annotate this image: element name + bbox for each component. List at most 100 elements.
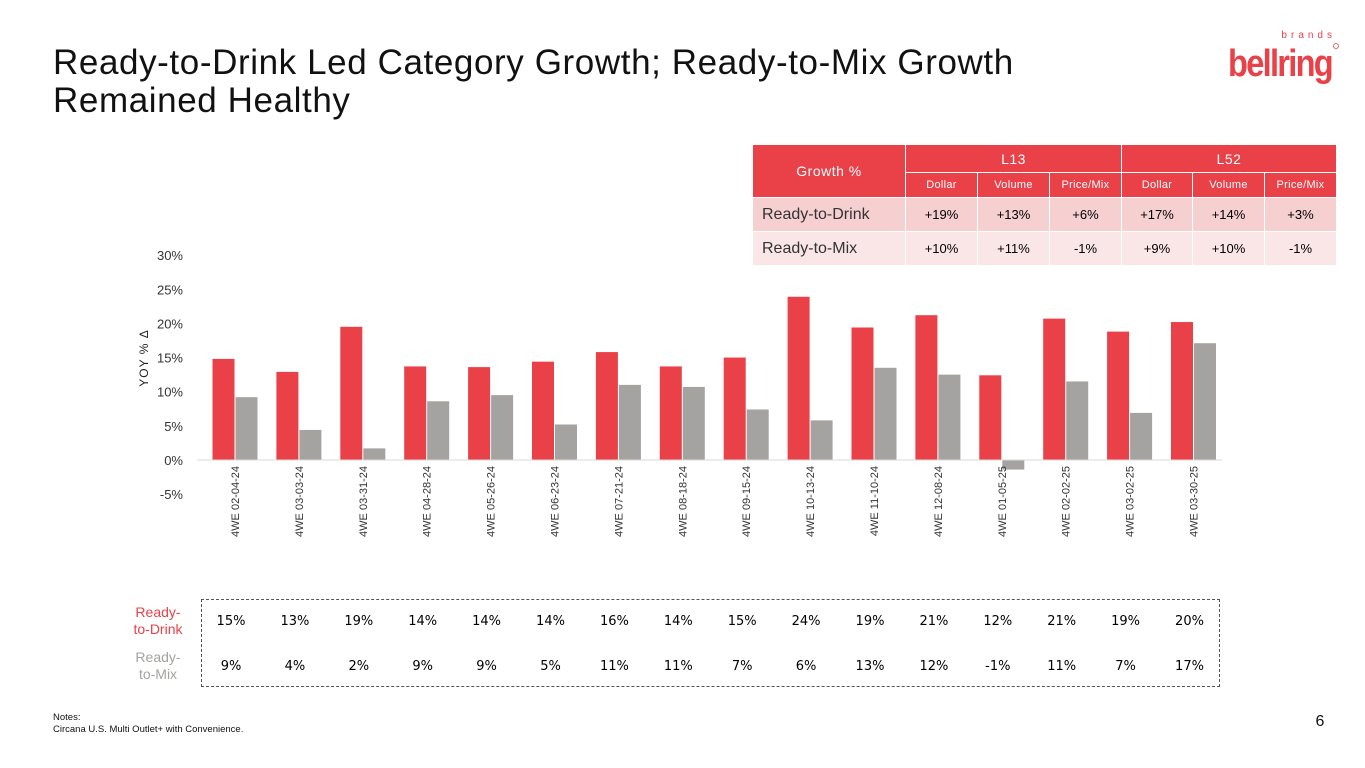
bar-ready-to-drink — [723, 357, 746, 460]
table-row: Ready-to-Mix +10% +11% -1% +9% +10% -1% — [752, 231, 1337, 266]
data-label-ready-to-mix: 2% — [348, 659, 370, 674]
x-tick-label: 4WE 06-23-24 — [550, 466, 562, 537]
bar-ready-to-drink — [404, 366, 427, 460]
table-cell: -1% — [1049, 231, 1122, 266]
x-tick-label: 4WE 03-31-24 — [358, 466, 370, 537]
bar-ready-to-drink — [659, 366, 682, 460]
data-label-ready-to-drink: 19% — [855, 614, 885, 629]
table-cell: +9% — [1121, 231, 1193, 266]
x-tick-label: 4WE 03-03-24 — [294, 466, 306, 537]
data-label-ready-to-mix: 11% — [599, 659, 629, 674]
legend-rtm-line-2: to-Mix — [138, 666, 178, 682]
growth-table: Growth % L13 L52 Dollar Volume Price/Mix… — [752, 144, 1337, 266]
page-number: 6 — [1315, 713, 1325, 730]
bar-ready-to-drink — [340, 326, 363, 460]
data-label-ready-to-mix: 7% — [1115, 659, 1136, 674]
bar-ready-to-drink — [851, 327, 874, 460]
bar-ready-to-drink — [212, 358, 235, 460]
data-label-ready-to-mix: 4% — [284, 659, 306, 674]
page-title-line-2: Remained Healthy — [53, 81, 351, 120]
x-tick-label: 4WE 01-05-25 — [997, 466, 1009, 537]
registered-mark-icon — [1333, 43, 1339, 49]
subheader-cell: Dollar — [905, 172, 978, 198]
data-label-ready-to-mix: 9% — [220, 659, 242, 674]
x-tick-label: 4WE 02-04-24 — [230, 466, 242, 537]
bar-ready-to-mix — [1130, 412, 1153, 460]
table-cell: +11% — [977, 231, 1050, 266]
bar-ready-to-drink — [1043, 318, 1066, 460]
row-label: Ready-to-Mix — [752, 231, 906, 266]
data-label-ready-to-drink: 19% — [1111, 614, 1141, 629]
bar-ready-to-mix — [363, 448, 386, 460]
data-label-ready-to-mix: 5% — [540, 659, 561, 674]
y-tick-label: -5% — [160, 487, 184, 502]
data-label-ready-to-mix: 13% — [855, 659, 885, 674]
yoy-bar-chart: 30% 25% 20% 15% 10% 5% 0% -5% YOY % Δ 4WE 02-04-2… — [137, 248, 1222, 537]
data-label-ready-to-drink: 14% — [663, 614, 693, 629]
bar-ready-to-mix — [235, 397, 258, 460]
data-label-ready-to-drink: 12% — [983, 614, 1013, 629]
bar-ready-to-mix — [874, 367, 897, 460]
bar-ready-to-mix — [746, 409, 769, 460]
y-tick-label: 30% — [157, 248, 183, 263]
logo-wordmark: bellring — [1228, 43, 1332, 85]
legend-ready-to-mix: Ready- to-Mix — [118, 649, 198, 683]
y-tick-label: 20% — [157, 316, 183, 331]
table-cell: -1% — [1264, 231, 1337, 266]
subheader-cell: Volume — [1192, 172, 1265, 198]
data-label-ready-to-mix: 9% — [412, 659, 433, 674]
legend-rtd-line-2: to-Drink — [133, 621, 183, 637]
bar-ready-to-mix — [1194, 343, 1216, 460]
data-label-ready-to-drink: 15% — [216, 614, 246, 629]
legend-rtd-line-1: Ready- — [135, 604, 181, 620]
y-tick-label: 10% — [157, 385, 183, 400]
bar-ready-to-mix — [938, 374, 961, 460]
table-cell: +14% — [1192, 197, 1265, 232]
data-label-ready-to-mix: 9% — [476, 659, 497, 674]
data-row-ready-to-mix: 9% 4% 2% 9% 9% 5% 11% 11% 7% 6% 13% 12% -1% 11% 7% 17% — [202, 659, 1219, 679]
data-label-ready-to-drink: 15% — [727, 614, 757, 629]
data-label-ready-to-drink: 14% — [536, 614, 565, 629]
bar-ready-to-mix — [618, 384, 641, 460]
table-cell: +3% — [1264, 197, 1337, 232]
bar-ready-to-drink — [915, 315, 938, 460]
table-cell: +10% — [905, 231, 978, 266]
data-label-ready-to-mix: -1% — [985, 659, 1011, 674]
x-tick-label: 4WE 04-28-24 — [422, 466, 434, 537]
data-row-ready-to-drink: 15% 13% 19% 14% 14% 14% 16% 14% 15% 24% 19% 21% 12% 2… — [202, 614, 1219, 634]
bar-ready-to-drink — [1171, 322, 1193, 460]
data-label-ready-to-drink: 20% — [1175, 614, 1204, 629]
x-tick-label: 4WE 03-30-25 — [1189, 466, 1201, 537]
bar-ready-to-drink — [276, 371, 299, 460]
growth-header-label: Growth % — [752, 144, 906, 198]
page-title: Ready-to-Drink Led Category Growth; Read… — [53, 44, 1113, 120]
page-title-line-1: Ready-to-Drink Led Category Growth; Read… — [53, 43, 1014, 82]
bar-ready-to-drink — [532, 361, 554, 460]
data-label-ready-to-drink: 24% — [791, 614, 821, 629]
bar-ready-to-drink — [468, 367, 491, 460]
subheader-cell: Price/Mix — [1264, 172, 1337, 198]
bellring-brands-logo: brands bellring — [1228, 30, 1339, 85]
x-tick-label: 4WE 07-21-24 — [613, 466, 625, 537]
y-tick-label: 25% — [157, 282, 183, 297]
bar-ready-to-mix — [555, 424, 577, 460]
data-label-ready-to-mix: 12% — [919, 659, 949, 674]
notes: Notes: Circana U.S. Multi Outlet+ with C… — [53, 712, 243, 736]
x-tick-label: 4WE 05-26-24 — [486, 466, 498, 537]
data-label-ready-to-drink: 21% — [1047, 614, 1077, 629]
x-tick-label: 4WE 02-02-25 — [1061, 466, 1073, 537]
data-label-ready-to-mix: 11% — [1047, 659, 1077, 674]
x-tick-label: 4WE 09-15-24 — [741, 466, 753, 537]
legend-ready-to-drink: Ready- to-Drink — [118, 604, 198, 638]
subheader-cell: Price/Mix — [1049, 172, 1122, 198]
data-labels-box: 15% 13% 19% 14% 14% 14% 16% 14% 15% 24% 19% 21% 12% 2… — [201, 599, 1220, 687]
growth-group-l13: L13 — [905, 144, 1122, 173]
data-label-ready-to-drink: 14% — [472, 614, 502, 629]
bar-ready-to-mix — [491, 395, 514, 460]
notes-label: Notes: — [53, 712, 81, 723]
bar-ready-to-mix — [810, 420, 833, 460]
y-tick-label: 0% — [164, 453, 183, 468]
table-row: Ready-to-Drink +19% +13% +6% +17% +14% +… — [752, 197, 1337, 232]
data-label-ready-to-drink: 21% — [919, 614, 949, 629]
data-label-ready-to-mix: 7% — [731, 659, 753, 674]
